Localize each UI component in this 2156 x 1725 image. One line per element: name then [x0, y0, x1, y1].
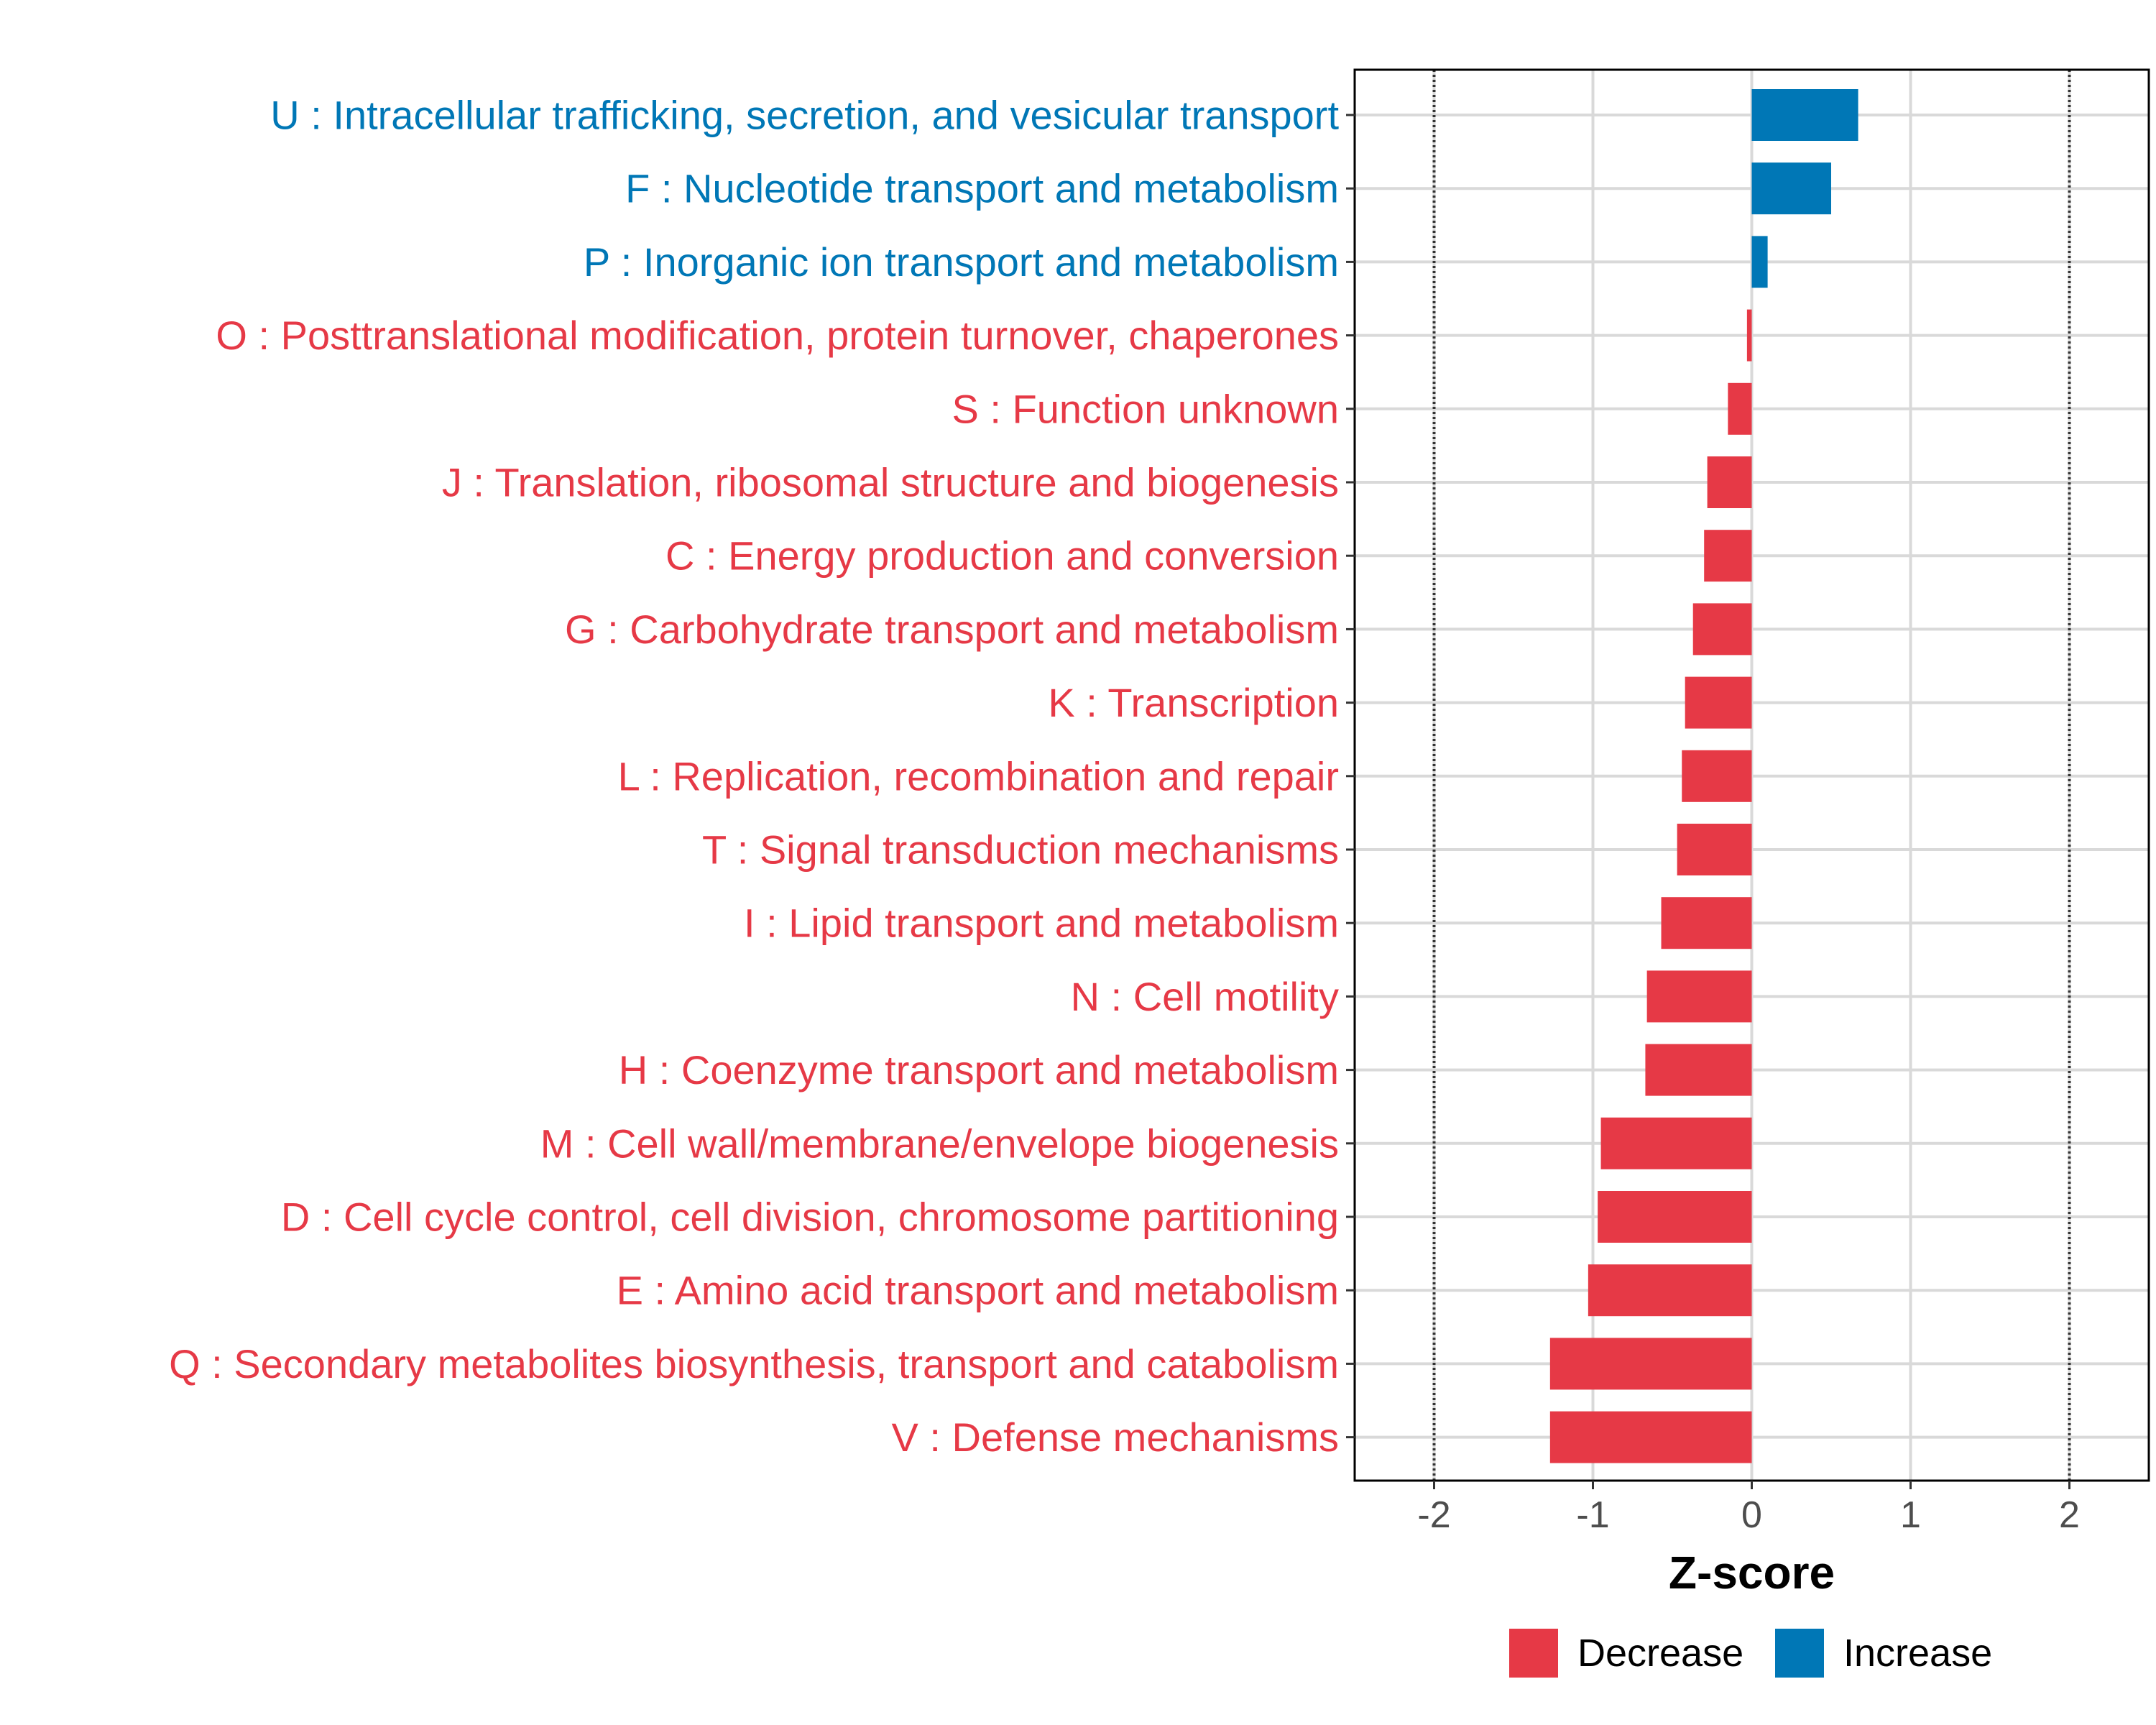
x-tick-label: 1	[1900, 1494, 1921, 1536]
category-label: C : Energy production and conversion	[665, 533, 1339, 579]
legend-label: Decrease	[1577, 1632, 1743, 1675]
category-label: I : Lipid transport and metabolism	[744, 901, 1339, 946]
legend: Decrease Increase	[1509, 1629, 1992, 1678]
category-label: K : Transcription	[1048, 680, 1339, 725]
legend-swatch	[1775, 1629, 1824, 1678]
x-axis-ticks	[1433, 1481, 2070, 1489]
category-label: S : Function unknown	[952, 386, 1339, 431]
category-label: G : Carbohydrate transport and metabolis…	[565, 607, 1339, 652]
x-tick-label: -1	[1576, 1494, 1609, 1536]
bars-layer	[1549, 89, 1858, 1463]
category-label: L : Replication, recombination and repai…	[618, 753, 1339, 799]
category-label: J : Translation, ribosomal structure and…	[442, 460, 1339, 505]
x-axis-title: Z-score	[1669, 1547, 1835, 1598]
y-axis-labels: U : Intracellular trafficking, secretion…	[169, 93, 1339, 1460]
category-label: P : Inorganic ion transport and metaboli…	[584, 239, 1339, 285]
bar	[1704, 530, 1752, 582]
bar	[1751, 236, 1768, 288]
y-axis-ticks	[1346, 114, 1355, 1439]
legend-label: Increase	[1843, 1632, 1992, 1675]
category-label: N : Cell motility	[1071, 974, 1339, 1019]
bar	[1685, 676, 1752, 729]
reference-lines	[1432, 70, 2071, 1481]
bar	[1645, 1044, 1752, 1096]
category-label: E : Amino acid transport and metabolism	[617, 1268, 1339, 1313]
category-label: H : Coenzyme transport and metabolism	[619, 1047, 1339, 1092]
x-tick-label: 0	[1741, 1494, 1762, 1536]
category-label: F : Nucleotide transport and metabolism	[625, 166, 1339, 211]
bar	[1588, 1264, 1752, 1317]
x-axis-tick-labels: -2 -1 0 1 2	[1417, 1494, 2080, 1536]
bar	[1746, 309, 1752, 362]
category-label: U : Intracellular trafficking, secretion…	[270, 93, 1339, 138]
bar	[1751, 89, 1858, 141]
bar	[1677, 824, 1752, 875]
bar	[1707, 456, 1752, 508]
bar	[1549, 1411, 1752, 1463]
bar	[1728, 382, 1752, 435]
category-label: O : Posttranslational modification, prot…	[216, 313, 1339, 358]
bar	[1692, 603, 1752, 656]
category-label: Q : Secondary metabolites biosynthesis, …	[169, 1341, 1339, 1386]
category-label: M : Cell wall/membrane/envelope biogenes…	[540, 1121, 1339, 1166]
category-label: V : Defense mechanisms	[892, 1414, 1339, 1460]
x-tick-label: 2	[2059, 1494, 2080, 1536]
bar	[1600, 1117, 1752, 1169]
bar	[1682, 750, 1752, 802]
x-tick-label: -2	[1417, 1494, 1450, 1536]
bar	[1751, 162, 1831, 215]
bar	[1646, 970, 1752, 1023]
legend-swatch	[1509, 1629, 1558, 1678]
bar	[1598, 1191, 1752, 1243]
category-label: T : Signal transduction mechanisms	[702, 827, 1339, 873]
category-label: D : Cell cycle control, cell division, c…	[281, 1195, 1339, 1240]
bar	[1661, 897, 1752, 949]
bar	[1549, 1338, 1752, 1390]
